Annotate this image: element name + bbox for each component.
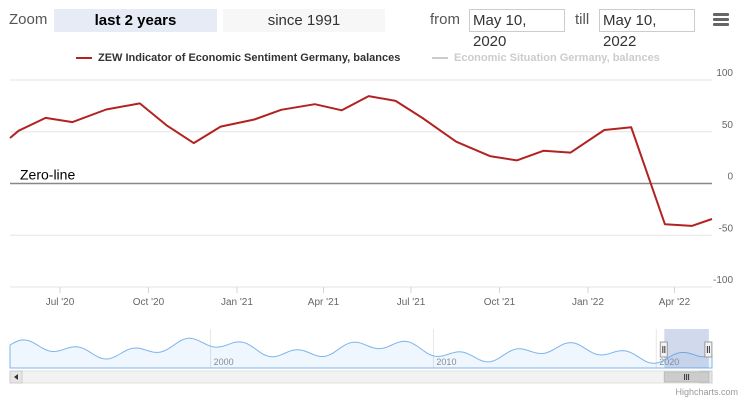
x-tick-label: Jul '20 — [46, 297, 75, 308]
scrollbar[interactable] — [9, 370, 713, 384]
x-tick-label: Oct '20 — [133, 297, 165, 308]
zoom-label: Zoom — [9, 11, 48, 28]
navigator-tick-label: 2010 — [436, 357, 456, 367]
y-tick-label: 0 — [727, 172, 733, 183]
x-tick-label: Jan '21 — [221, 297, 253, 308]
y-axis: 100 50 0 -50 -100 — [713, 68, 733, 286]
series-line[interactable] — [9, 95, 713, 227]
x-axis: Jul '20 Oct '20 Jan '21 Apr '21 Jul '21 Oct '… — [46, 287, 691, 308]
legend-item-economic-sentiment[interactable]: ZEW Indicator of Economic Sentiment Germ… — [76, 52, 400, 64]
legend-swatch-economic-situation — [432, 57, 448, 60]
legend-label-economic-sentiment: ZEW Indicator of Economic Sentiment Germ… — [98, 52, 401, 64]
scrollbar-track[interactable] — [9, 370, 713, 384]
legend: ZEW Indicator of Economic Sentiment Germ… — [0, 52, 743, 68]
legend-label-economic-situation: Economic Situation Germany, balances — [454, 52, 660, 64]
navigator-handle[interactable] — [704, 341, 713, 358]
navigator-handle[interactable] — [659, 341, 668, 358]
zero-plot-line: Zero-line — [10, 167, 712, 185]
zero-line-label: Zero-line — [20, 167, 75, 183]
zoom-button-since-1991[interactable]: since 1991 — [223, 9, 385, 32]
legend-item-economic-situation[interactable]: Economic Situation Germany, balances — [432, 52, 660, 64]
y-tick-label: 50 — [722, 120, 734, 131]
y-tick-label: -50 — [719, 223, 734, 234]
x-tick-label: Jul '21 — [397, 297, 426, 308]
from-label: from — [430, 11, 460, 28]
x-tick-label: Oct '21 — [484, 297, 516, 308]
arrow-left-icon — [14, 374, 18, 380]
x-tick-label: Apr '21 — [308, 297, 340, 308]
x-tick-label: Jan '22 — [572, 297, 604, 308]
range-selector: Zoom last 2 years since 1991 from May 10… — [0, 0, 743, 50]
till-label: till — [575, 11, 590, 28]
credits-link[interactable]: Highcharts.com — [675, 387, 738, 397]
till-date-input[interactable]: May 10, 2022 — [599, 9, 695, 50]
zoom-button-last-2-years[interactable]: last 2 years — [54, 9, 217, 32]
legend-swatch-economic-sentiment — [76, 57, 92, 60]
navigator-tick-label: 2000 — [214, 357, 234, 367]
y-tick-label: -100 — [713, 275, 733, 286]
navigator-selected-range[interactable] — [664, 329, 709, 368]
navigator[interactable]: 2000 2010 2020 — [9, 329, 713, 369]
hamburger-menu-icon[interactable] — [713, 13, 729, 27]
series-economic-sentiment — [9, 95, 713, 227]
navigator-series-area — [9, 337, 713, 369]
x-tick-label: Apr '22 — [659, 297, 691, 308]
navigator-tick-label: 2020 — [659, 357, 679, 367]
from-date-input[interactable]: May 10, 2020 — [469, 9, 565, 50]
y-tick-label: 100 — [716, 68, 733, 79]
